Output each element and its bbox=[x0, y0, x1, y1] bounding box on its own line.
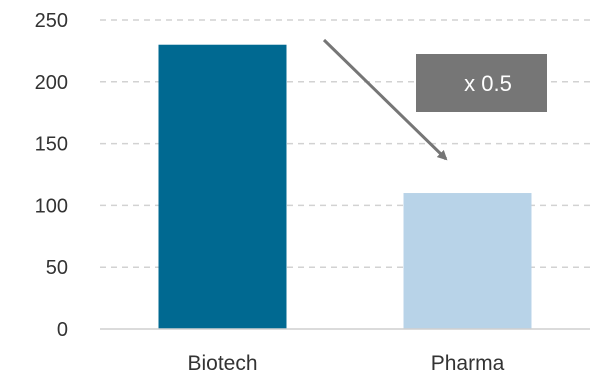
y-axis-tick-labels: 0 50 100 150 200 250 bbox=[35, 10, 68, 341]
y-tick-label-200: 200 bbox=[35, 72, 68, 94]
annotation-box bbox=[416, 54, 547, 112]
x-category-label-pharma: Pharma bbox=[431, 352, 505, 375]
bars bbox=[158, 44, 532, 329]
x-category-label-biotech: Biotech bbox=[187, 352, 257, 375]
y-tick-label-250: 250 bbox=[35, 10, 68, 32]
y-tick-label-0: 0 bbox=[57, 319, 68, 341]
bar-biotech bbox=[158, 44, 287, 329]
y-tick-label-150: 150 bbox=[35, 134, 68, 156]
annotation-label: x 0.5 bbox=[464, 71, 512, 96]
x-axis-category-labels: Biotech Pharma bbox=[187, 352, 504, 375]
annotation-arrow bbox=[322, 38, 448, 161]
bar-pharma bbox=[403, 193, 532, 329]
y-tick-label-50: 50 bbox=[46, 257, 68, 279]
y-tick-label-100: 100 bbox=[35, 195, 68, 217]
